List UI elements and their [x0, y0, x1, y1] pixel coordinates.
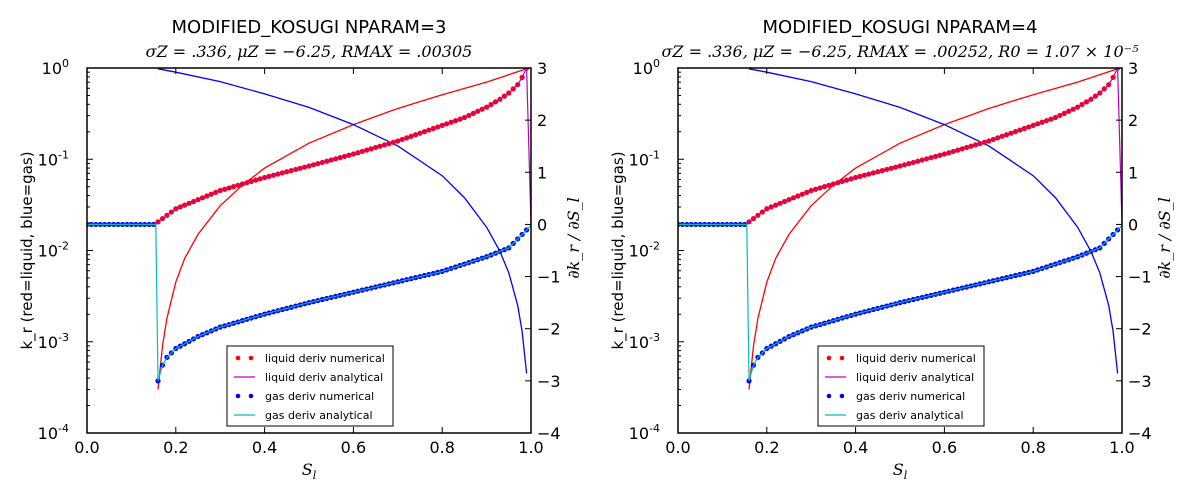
svg-text:∂k_r / ∂S_l: ∂k_r / ∂S_l: [1155, 197, 1174, 279]
y-left-tick-label: 10-3: [629, 331, 660, 352]
series-liquid-deriv-analytical-line: [678, 68, 1122, 225]
y-left-tick-label: 10-1: [38, 148, 69, 169]
x-tick-label: 0.6: [341, 438, 366, 457]
legend-label: gas deriv numerical: [856, 390, 965, 403]
series-liquid-kr-line: [748, 68, 1118, 390]
x-tick-label: 0.6: [932, 438, 957, 457]
x-tick-label: 0.4: [252, 438, 277, 457]
legend-marker: [235, 355, 241, 361]
plot-area: [678, 68, 1122, 390]
chart-subtitle: σZ = .336, μZ = −6.25, RMAX = .00305: [146, 42, 473, 61]
y-right-tick-label: 0: [537, 215, 547, 234]
x-tick-label: 0.2: [163, 438, 188, 457]
y-right-tick-label: −3: [1128, 372, 1152, 391]
x-tick-label: 1.0: [1109, 438, 1134, 457]
legend-marker: [826, 355, 832, 361]
y-right-tick-label: 2: [1128, 111, 1138, 130]
series-gas-deriv-analytical-line: [678, 223, 1122, 382]
legend-marker: [826, 393, 832, 399]
svg-text:∂k_r / ∂S_l: ∂k_r / ∂S_l: [564, 197, 583, 279]
series-liquid-deriv-numerical: [746, 68, 1121, 225]
x-tick-label: 0.0: [74, 438, 99, 457]
y-left-tick-label: 10-3: [38, 331, 69, 352]
x-tick-label: 0.2: [754, 438, 779, 457]
legend-item: liquid deriv analytical: [825, 371, 974, 384]
legend-label: gas deriv analytical: [265, 409, 373, 422]
y-right-tick-label: −4: [537, 424, 561, 443]
legend: liquid deriv numerical liquid deriv analy…: [817, 345, 985, 427]
y-left-axis-label: k_r (red=liquid, blue=gas): [18, 151, 37, 349]
legend-item: gas deriv numerical: [826, 390, 965, 403]
y-right-tick-label: −2: [537, 320, 561, 339]
legend-item: liquid deriv numerical: [235, 352, 385, 365]
series-gas-kr-line: [748, 68, 1119, 374]
legend-label: liquid deriv numerical: [856, 352, 976, 365]
x-axis-label: Sl: [893, 460, 908, 482]
series-liquid-kr-line: [157, 68, 527, 390]
y-left-tick-label: 100: [42, 57, 69, 78]
chart-title: MODIFIED_KOSUGI NPARAM=4: [763, 17, 1038, 38]
legend-item: gas deriv analytical: [825, 409, 964, 422]
y-right-tick-label: −2: [1128, 320, 1152, 339]
y-left-tick-label: 10-2: [629, 240, 660, 261]
y-right-tick-label: 2: [537, 111, 547, 130]
y-left-tick-label: 10-1: [629, 148, 660, 169]
legend-label: gas deriv analytical: [856, 409, 964, 422]
x-tick-label: 0.8: [1020, 438, 1045, 457]
y-right-tick-label: −1: [1128, 268, 1152, 287]
chart-subtitle: σZ = .336, μZ = −6.25, RMAX = .00252, R0…: [661, 42, 1139, 61]
legend-marker: [839, 355, 845, 361]
legend-item: gas deriv analytical: [234, 409, 373, 422]
plot-area: [87, 68, 531, 390]
x-tick-label: 1.0: [518, 438, 543, 457]
chart-panel-1: MODIFIED_KOSUGI NPARAM=3 σZ = .336, μZ = …: [18, 17, 583, 482]
legend-marker: [839, 393, 845, 399]
legend-label: liquid deriv numerical: [265, 352, 385, 365]
legend-box: [226, 345, 394, 427]
legend-item: gas deriv numerical: [235, 390, 374, 403]
y-left-tick-label: 100: [633, 57, 660, 78]
legend: liquid deriv numerical liquid deriv analy…: [226, 345, 394, 427]
legend-marker: [235, 393, 241, 399]
legend-label: liquid deriv analytical: [265, 371, 383, 384]
svg-text:k_r (red=liquid, blue=gas): k_r (red=liquid, blue=gas): [18, 151, 37, 349]
y-right-axis-label: ∂k_r / ∂S_l: [564, 197, 583, 279]
series-gas-deriv-analytical-line: [87, 223, 531, 382]
y-left-tick-label: 10-2: [38, 240, 69, 261]
x-tick-label: 0.4: [843, 438, 868, 457]
x-axis-label: Sl: [302, 460, 317, 482]
y-left-tick-label: 10-4: [38, 422, 69, 443]
y-right-tick-label: −3: [537, 372, 561, 391]
y-left-axis-label: k_r (red=liquid, blue=gas): [609, 151, 628, 349]
legend-item: liquid deriv numerical: [826, 352, 976, 365]
chart-title: MODIFIED_KOSUGI NPARAM=3: [172, 17, 447, 38]
series-liquid-deriv-analytical-line: [87, 68, 531, 225]
x-tick-label: 0.0: [665, 438, 690, 457]
legend-label: liquid deriv analytical: [856, 371, 974, 384]
y-right-tick-label: 1: [537, 163, 547, 182]
legend-marker: [248, 355, 254, 361]
legend-marker: [248, 393, 254, 399]
y-right-tick-label: 3: [537, 59, 547, 78]
y-right-axis-label: ∂k_r / ∂S_l: [1155, 197, 1174, 279]
svg-text:k_r (red=liquid, blue=gas): k_r (red=liquid, blue=gas): [609, 151, 628, 349]
y-right-tick-label: 1: [1128, 163, 1138, 182]
y-right-tick-label: −1: [537, 268, 561, 287]
legend-item: liquid deriv analytical: [234, 371, 383, 384]
y-right-tick-label: 0: [1128, 215, 1138, 234]
y-right-tick-label: 3: [1128, 59, 1138, 78]
legend-box: [817, 345, 985, 427]
x-tick-label: 0.8: [429, 438, 454, 457]
y-right-tick-label: −4: [1128, 424, 1152, 443]
series-gas-kr-line: [157, 68, 528, 374]
legend-label: gas deriv numerical: [265, 390, 374, 403]
y-left-tick-label: 10-4: [629, 422, 660, 443]
chart-panel-2: MODIFIED_KOSUGI NPARAM=4 σZ = .336, μZ = …: [609, 17, 1174, 482]
series-liquid-deriv-numerical: [155, 68, 530, 225]
